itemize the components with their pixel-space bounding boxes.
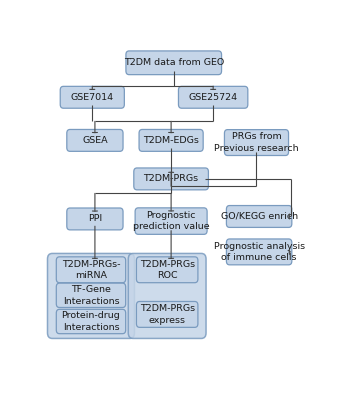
FancyBboxPatch shape — [134, 168, 208, 190]
Text: Protein-drug
Interactions: Protein-drug Interactions — [62, 311, 120, 332]
FancyBboxPatch shape — [224, 130, 288, 156]
Text: T2DM-PRGs-
miRNA: T2DM-PRGs- miRNA — [62, 260, 120, 280]
FancyBboxPatch shape — [135, 208, 207, 234]
FancyBboxPatch shape — [47, 254, 135, 338]
FancyBboxPatch shape — [128, 254, 206, 338]
Text: GO/KEGG enrich: GO/KEGG enrich — [221, 212, 298, 221]
Text: PRGs from
Previous research: PRGs from Previous research — [214, 132, 299, 153]
Text: Prognostic
prediction value: Prognostic prediction value — [133, 211, 210, 231]
FancyBboxPatch shape — [67, 208, 123, 230]
Text: PPI: PPI — [88, 214, 102, 224]
Text: T2DM-PRGs: T2DM-PRGs — [143, 174, 199, 183]
Text: GSE25724: GSE25724 — [188, 93, 238, 102]
FancyBboxPatch shape — [136, 302, 198, 327]
FancyBboxPatch shape — [56, 257, 126, 283]
Text: T2DM-PRGs
ROC: T2DM-PRGs ROC — [140, 260, 195, 280]
Text: Prognostic analysis
of immune cells: Prognostic analysis of immune cells — [214, 242, 305, 262]
Text: TF-Gene
Interactions: TF-Gene Interactions — [63, 285, 119, 306]
FancyBboxPatch shape — [56, 283, 126, 308]
Text: T2DM-EDGs: T2DM-EDGs — [143, 136, 199, 145]
FancyBboxPatch shape — [226, 206, 292, 228]
Text: T2DM-PRGs
express: T2DM-PRGs express — [140, 304, 195, 325]
FancyBboxPatch shape — [56, 309, 126, 334]
FancyBboxPatch shape — [60, 86, 124, 108]
Text: GSE7014: GSE7014 — [71, 93, 114, 102]
FancyBboxPatch shape — [178, 86, 248, 108]
FancyBboxPatch shape — [139, 130, 203, 151]
FancyBboxPatch shape — [67, 130, 123, 151]
Text: T2DM data from GEO: T2DM data from GEO — [124, 58, 224, 67]
Text: GSEA: GSEA — [82, 136, 108, 145]
FancyBboxPatch shape — [126, 51, 222, 75]
FancyBboxPatch shape — [136, 257, 198, 283]
FancyBboxPatch shape — [226, 239, 292, 265]
